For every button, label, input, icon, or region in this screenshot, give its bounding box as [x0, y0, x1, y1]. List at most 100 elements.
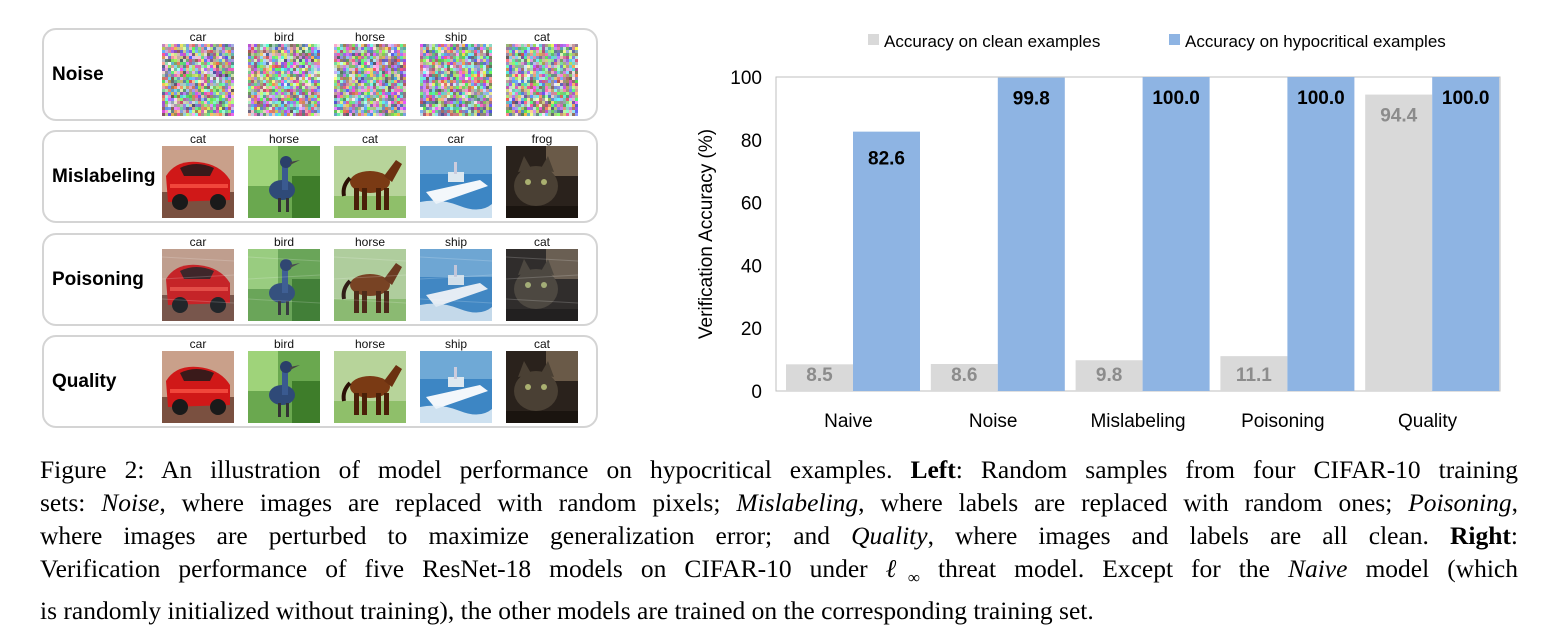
data-label: 94.4 — [1380, 106, 1417, 127]
y-tick-label: 60 — [741, 194, 762, 215]
sample-image — [420, 146, 492, 218]
sample-image — [248, 249, 320, 321]
bar-hypocritical — [1287, 77, 1355, 391]
sample-cell: cat — [506, 338, 578, 423]
data-label: 82.6 — [868, 149, 905, 170]
sample-cell: bird — [248, 338, 320, 423]
sample-class-label: ship — [444, 30, 467, 44]
sample-cell: cat — [334, 133, 406, 218]
sample-class-label: cat — [361, 132, 378, 146]
sample-image — [420, 44, 492, 116]
data-label: 99.8 — [1013, 89, 1050, 110]
sample-image — [162, 146, 234, 218]
caption-line: Verification performance of five ResNet-… — [40, 552, 1518, 594]
sample-class-label: horse — [354, 337, 386, 351]
row-label: Noise — [52, 63, 104, 85]
caption-text: , where images are replaced with random … — [159, 488, 737, 517]
sample-cell: ship — [420, 338, 492, 423]
row-label: Quality — [52, 370, 117, 392]
row-noise: Noise car bird horse ship cat — [42, 28, 598, 121]
legend-swatch — [1169, 34, 1180, 45]
sample-image — [334, 351, 406, 423]
sample-class-label: bird — [273, 337, 294, 351]
sample-class-label: car — [189, 235, 207, 249]
caption-line: sets: Noise, where images are replaced w… — [40, 486, 1518, 519]
y-axis-label: Verification Accuracy (%) — [696, 129, 717, 339]
sample-class-label: cat — [533, 30, 550, 44]
y-tick-label: 0 — [751, 382, 762, 403]
sample-cell: car — [162, 31, 234, 116]
x-tick-label: Naive — [824, 411, 873, 432]
sample-class-label: bird — [273, 30, 294, 44]
sample-cell: horse — [334, 236, 406, 321]
sample-cell: ship — [420, 31, 492, 116]
caption-text: Mislabeling — [736, 488, 859, 517]
y-tick-label: 40 — [741, 256, 762, 277]
caption-text: Poisoning — [1408, 488, 1512, 517]
caption-text: , where labels are replaced with random … — [858, 488, 1409, 517]
row-mislabeling: Mislabeling cat horse cat car — [42, 130, 598, 223]
sample-image — [162, 249, 234, 321]
sample-class-label: cat — [189, 132, 206, 146]
sample-cell: car — [162, 236, 234, 321]
legend-entry: Accuracy on clean examples — [884, 32, 1100, 51]
sample-cell: car — [162, 338, 234, 423]
caption-text: Left — [910, 455, 956, 484]
bar-hypocritical — [997, 77, 1065, 392]
caption-text: threat model. Except for the — [920, 554, 1288, 583]
bar-clean — [1075, 360, 1143, 391]
data-label: 100.0 — [1152, 88, 1200, 109]
data-label: 11.1 — [1236, 365, 1272, 386]
sample-cell: bird — [248, 31, 320, 116]
legend-entry: Accuracy on hypocritical examples — [1185, 32, 1446, 51]
row-label: Mislabeling — [52, 165, 156, 187]
sample-cell: horse — [334, 31, 406, 116]
sample-image — [334, 146, 406, 218]
caption-text: Quality — [851, 521, 928, 550]
bar-hypocritical — [1142, 77, 1210, 391]
sample-image — [162, 44, 234, 116]
row-poisoning: Poisoning car bird horse — [42, 233, 598, 326]
sample-image — [334, 249, 406, 321]
sample-class-label: horse — [354, 30, 386, 44]
sample-cell: ship — [420, 236, 492, 321]
caption-text: where images are perturbed to maximize g… — [40, 521, 852, 550]
sample-class-label: frog — [531, 132, 553, 146]
data-label: 100.0 — [1442, 88, 1490, 109]
sample-cell: frog — [506, 133, 578, 218]
bar-clean — [786, 364, 853, 391]
sample-cell: cat — [162, 133, 234, 218]
caption-text: Figure 2: An illustration of model perfo… — [40, 455, 911, 484]
row-quality: Quality car bird horse ship — [42, 335, 598, 428]
sample-cell: horse — [334, 338, 406, 423]
sample-class-label: cat — [533, 235, 550, 249]
sample-image — [506, 249, 578, 321]
data-label: 8.5 — [806, 365, 833, 386]
y-tick-label: 20 — [741, 319, 762, 340]
y-tick-label: 100 — [730, 68, 762, 89]
sample-image — [420, 351, 492, 423]
caption-text: model (which — [1347, 554, 1519, 583]
caption-text: ℓ — [885, 554, 908, 583]
bar-chart: 0 20 40 60 80 100 Verification Accuracy (%) 8.5… — [696, 32, 1501, 432]
bar-clean — [1365, 94, 1433, 392]
x-tick-label: Noise — [969, 411, 1018, 432]
caption-line: Figure 2: An illustration of model perfo… — [40, 453, 1518, 486]
sample-class-label: ship — [444, 235, 467, 249]
sample-cell: horse — [248, 133, 320, 218]
caption-text: is randomly initialized without training… — [40, 596, 1094, 626]
bar-clean — [930, 363, 998, 391]
data-label: 100.0 — [1297, 88, 1345, 109]
bar-hypocritical — [853, 131, 920, 392]
sample-class-label: bird — [273, 235, 294, 249]
sample-class-label: car — [447, 132, 465, 146]
sample-image — [334, 44, 406, 116]
caption-text: , where images and labels are all clean. — [927, 521, 1450, 550]
caption-text: sets: — [40, 488, 102, 517]
sample-class-label: ship — [444, 337, 467, 351]
sample-cell: cat — [506, 31, 578, 116]
caption-text: : Random samples from four CIFAR-10 trai… — [955, 455, 1518, 484]
data-label: 8.6 — [951, 365, 977, 386]
sample-grid-panel: Noise car bird horse ship cat Mislabeling cat h… — [0, 0, 610, 440]
sample-image — [248, 146, 320, 218]
